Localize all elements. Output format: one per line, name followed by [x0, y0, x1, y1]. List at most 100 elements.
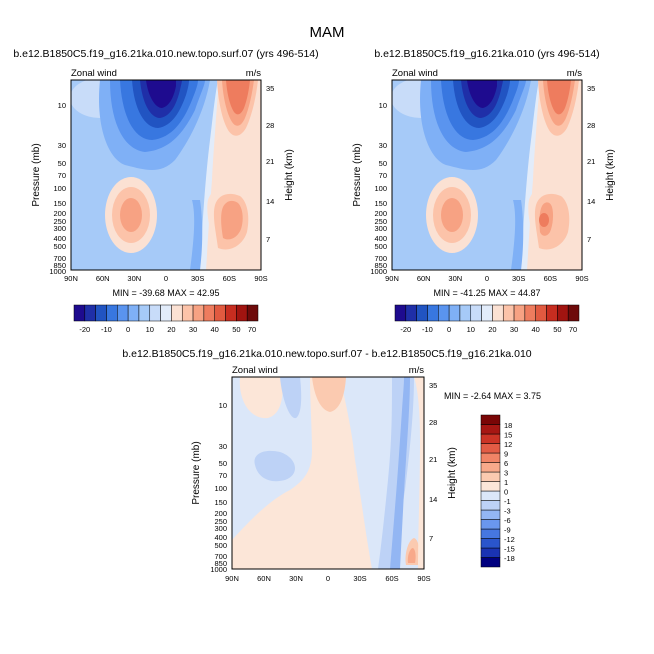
- colorbar-box: [480, 557, 501, 568]
- x-tick-label: 60N: [96, 274, 110, 283]
- x-tick-label: 60S: [544, 274, 557, 283]
- colorbar-box: [203, 304, 215, 322]
- colorbar-box: [480, 500, 501, 511]
- colorbar-box: [546, 304, 558, 322]
- panel-1-right-string: m/s: [246, 68, 262, 79]
- colorbar-label: -20: [400, 325, 411, 334]
- y-tick-label: 250: [374, 217, 387, 226]
- panel-3-x-ticks: 90N 60N 30N 0 30S 60S 90S: [225, 574, 431, 583]
- colorbar-box: [480, 443, 501, 454]
- y-tick-label: 200: [374, 209, 387, 218]
- colorbar-box: [448, 304, 461, 322]
- colorbar-label: 10: [146, 325, 154, 334]
- colorbar-box: [480, 481, 501, 492]
- x-tick-label: 90N: [385, 274, 399, 283]
- panel-1-minmax: MIN = -39.68 MAX = 42.95: [112, 288, 219, 298]
- colorbar-label: -15: [504, 545, 515, 554]
- colorbar-box: [480, 538, 501, 549]
- y-tick-label: 50: [219, 459, 227, 468]
- colorbar-box: [513, 304, 526, 322]
- colorbar-box: [480, 490, 501, 501]
- panel-2-subtitle: b.e12.B1850C5.f19_g16.21ka.010 (yrs 496-…: [374, 48, 599, 60]
- colorbar-box: [480, 414, 501, 425]
- colorbar-box: [524, 304, 536, 322]
- y-tick-label-right: 14: [266, 197, 274, 206]
- colorbar-label: -20: [79, 325, 90, 334]
- colorbar-box: [480, 471, 501, 482]
- y-tick-label: 150: [53, 199, 66, 208]
- colorbar-label: 70: [569, 325, 577, 334]
- colorbar-label: 0: [504, 488, 508, 497]
- y-tick-label-right: 35: [266, 84, 274, 93]
- colorbar-label: 3: [504, 469, 508, 478]
- panel-3-y-ticks: 10 30 50 70 100 150 200 250 300 400 500 …: [210, 401, 227, 574]
- panel-1-y-label-right: Height (km): [284, 149, 295, 201]
- y-tick-label: 30: [379, 141, 387, 150]
- colorbar-box: [480, 424, 501, 435]
- y-tick-label: 250: [214, 517, 227, 526]
- colorbar-label: 15: [504, 431, 512, 440]
- panel-1-colorbar: -20 -10 0 10 20 30 40 50 70: [73, 304, 259, 334]
- panel-3-frame: [231, 376, 425, 570]
- colorbar-box: [416, 304, 428, 322]
- panel-2-minmax: MIN = -41.25 MAX = 44.87: [433, 288, 540, 298]
- y-tick-label-right: 35: [429, 381, 437, 390]
- colorbar-label: 50: [232, 325, 240, 334]
- colorbar-box: [480, 519, 501, 530]
- y-tick-label: 700: [374, 254, 387, 263]
- y-tick-label: 250: [53, 217, 66, 226]
- panel-2-frame: [391, 79, 583, 271]
- colorbar-label: 10: [467, 325, 475, 334]
- colorbar-label: 9: [504, 450, 508, 459]
- y-tick-label: 850: [214, 559, 227, 568]
- colorbar-box: [127, 304, 140, 322]
- panel-2-y-label-right: Height (km): [605, 149, 616, 201]
- colorbar-box: [84, 304, 96, 322]
- panel-2: b.e12.B1850C5.f19_g16.21ka.010 (yrs 496-…: [352, 48, 616, 334]
- panel-3-y-label-right: Height (km): [447, 447, 458, 499]
- colorbar-box: [73, 304, 86, 322]
- colorbar-box: [225, 304, 237, 322]
- panel-3-field: [232, 377, 424, 569]
- y-tick-label: 850: [53, 261, 66, 270]
- colorbar-label: -18: [504, 554, 515, 563]
- colorbar-label: 18: [504, 421, 512, 430]
- colorbar-label: 30: [189, 325, 197, 334]
- colorbar-label: 30: [510, 325, 518, 334]
- y-tick-label: 400: [214, 533, 227, 542]
- x-tick-label: 0: [164, 274, 168, 283]
- colorbar-box: [438, 304, 450, 322]
- colorbar-label: 6: [504, 459, 508, 468]
- colorbar-label: -3: [504, 507, 511, 516]
- y-tick-label: 1000: [49, 267, 66, 276]
- colorbar-label: 50: [553, 325, 561, 334]
- colorbar-box: [427, 304, 439, 322]
- panel-3: b.e12.B1850C5.f19_g16.21ka.010.new.topo.…: [122, 348, 541, 583]
- y-tick-label-right: 7: [429, 534, 433, 543]
- colorbar-box: [181, 304, 194, 322]
- panel-3-colorbar: 18 15 12 9 6 3 1 0 -1 -3 -6 -9 -12 -15 -…: [480, 414, 515, 568]
- x-tick-label: 60N: [417, 274, 431, 283]
- y-tick-label: 100: [214, 484, 227, 493]
- y-tick-label-right: 7: [587, 235, 591, 244]
- x-tick-label: 30S: [191, 274, 204, 283]
- colorbar-box: [149, 304, 161, 322]
- colorbar-box: [470, 304, 482, 322]
- colorbar-label: 0: [126, 325, 130, 334]
- y-tick-label: 100: [374, 184, 387, 193]
- panel-2-y-label: Pressure (mb): [352, 143, 363, 206]
- x-tick-label: 90S: [417, 574, 430, 583]
- y-tick-label: 70: [58, 171, 66, 180]
- colorbar-label: 1: [504, 478, 508, 487]
- x-tick-label: 30S: [512, 274, 525, 283]
- panel-1-y-ticks: 10 30 50 70 100 150 200 250 300 400 500 …: [49, 101, 66, 276]
- y-tick-label: 150: [374, 199, 387, 208]
- y-tick-label: 200: [214, 509, 227, 518]
- y-tick-label: 1000: [210, 565, 227, 574]
- colorbar-box: [481, 304, 493, 322]
- y-tick-label-right: 7: [266, 235, 270, 244]
- panel-2-left-string: Zonal wind: [392, 68, 438, 79]
- colorbar-box: [117, 304, 129, 322]
- colorbar-label: 70: [248, 325, 256, 334]
- y-tick-label: 400: [53, 234, 66, 243]
